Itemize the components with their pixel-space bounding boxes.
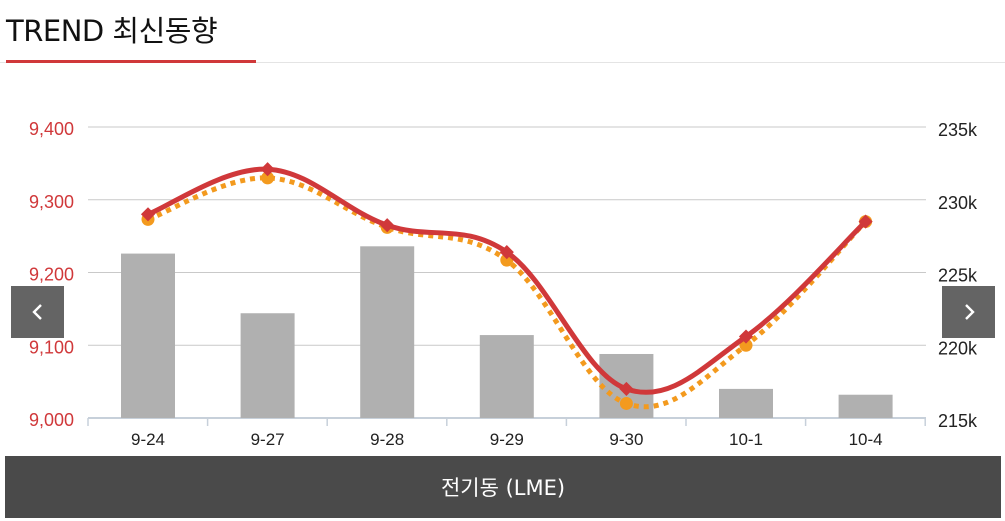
bar bbox=[121, 253, 175, 418]
series-point-dotted bbox=[619, 396, 633, 410]
x-axis-tick-label: 9-30 bbox=[609, 430, 643, 449]
series-point-solid bbox=[619, 381, 634, 396]
right-axis-tick-label: 225k bbox=[938, 266, 978, 286]
series-point-solid bbox=[858, 214, 873, 229]
bar bbox=[838, 394, 893, 418]
right-axis-tick-label: 235k bbox=[938, 120, 978, 140]
bar bbox=[240, 313, 295, 418]
x-axis-tick-label: 10-1 bbox=[729, 430, 763, 449]
left-axis-tick-label: 9,300 bbox=[29, 192, 74, 212]
title-underline bbox=[6, 60, 256, 63]
x-axis-tick-label: 9-27 bbox=[251, 430, 285, 449]
series-point-solid bbox=[499, 245, 514, 260]
chevron-left-icon bbox=[31, 304, 42, 320]
header: TREND 최신동향 bbox=[0, 0, 1005, 63]
series-point-solid bbox=[140, 207, 156, 222]
series-point-dotted bbox=[739, 338, 753, 352]
right-axis-tick-label: 230k bbox=[938, 193, 978, 213]
x-axis-tick-label: 9-28 bbox=[370, 430, 404, 449]
chevron-right-icon bbox=[964, 304, 975, 320]
bar bbox=[479, 335, 534, 418]
trend-chart: 9,000 9,100 9,200 9,300 9,400 215k 220k 225k 230… bbox=[29, 119, 978, 449]
footer-bar: 전기동 (LME) bbox=[5, 456, 1001, 518]
next-button[interactable] bbox=[942, 286, 995, 338]
bar bbox=[719, 388, 773, 418]
left-axis-tick-label: 9,000 bbox=[29, 410, 74, 430]
right-axis-tick-label: 220k bbox=[938, 338, 978, 358]
x-axis-tick-label: 9-24 bbox=[131, 430, 165, 449]
x-axis-tick-label: 10-4 bbox=[849, 430, 883, 449]
left-axis-tick-label: 9,200 bbox=[29, 265, 74, 285]
x-axis-tick-label: 9-29 bbox=[490, 430, 524, 449]
footer-label: 전기동 (LME) bbox=[440, 476, 566, 500]
page-title: TREND 최신동향 bbox=[6, 14, 218, 48]
series-point-dotted bbox=[261, 171, 275, 185]
prev-button[interactable] bbox=[11, 286, 64, 338]
left-axis-tick-label: 9,400 bbox=[29, 119, 74, 139]
right-axis-tick-label: 215k bbox=[938, 411, 978, 431]
series-point-solid bbox=[260, 162, 275, 177]
left-axis-tick-label: 9,100 bbox=[29, 337, 74, 357]
bar bbox=[360, 246, 415, 418]
series-point-solid bbox=[738, 329, 754, 344]
series-point-solid bbox=[380, 218, 395, 233]
